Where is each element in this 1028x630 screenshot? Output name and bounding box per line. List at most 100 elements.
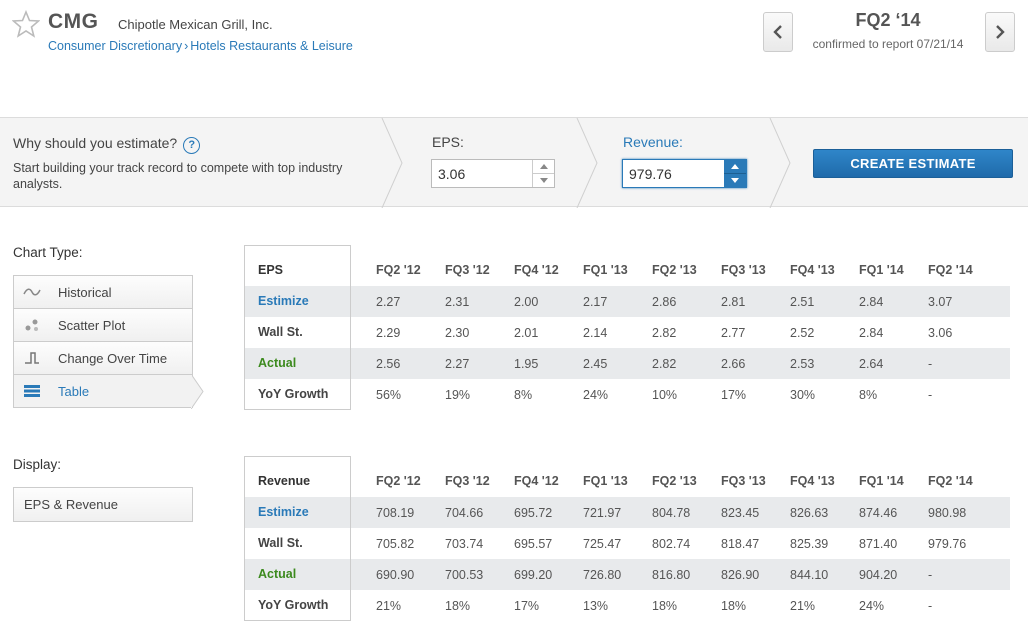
quarter-header: FQ2 '13 [652, 473, 697, 488]
table-cell: 721.97 [583, 505, 622, 520]
table-cell: 2.53 [790, 356, 815, 371]
table-row-wall-st: Wall St. 2.29 2.30 2.01 2.14 2.82 2.77 2… [244, 317, 1010, 348]
table-cell: 2.29 [376, 325, 401, 340]
quarter-header: FQ1 '13 [583, 262, 628, 277]
table-cell: 19% [445, 387, 471, 402]
help-icon[interactable]: ? [183, 137, 201, 154]
chevron-right-icon [996, 25, 1005, 39]
quarter-header: FQ2 '14 [928, 473, 973, 488]
table-cell: 826.63 [790, 505, 829, 520]
company-name: Chipotle Mexican Grill, Inc. [118, 17, 273, 32]
chart-type-scatter-plot[interactable]: Scatter Plot [13, 308, 193, 342]
table-cell: - [928, 598, 933, 613]
section-divider [576, 118, 598, 208]
chart-type-label: Change Over Time [58, 350, 168, 366]
row-label: Actual [244, 348, 351, 379]
table-cell: 2.82 [652, 356, 677, 371]
quarter-header: FQ1 '14 [859, 473, 904, 488]
create-estimate-button[interactable]: CREATE ESTIMATE [813, 149, 1013, 178]
revenue-stepper-arrows[interactable] [724, 160, 746, 187]
breadcrumb-industry[interactable]: Hotels Restaurants & Leisure [190, 39, 353, 53]
table-cell: 2.00 [514, 294, 539, 309]
decrement-icon[interactable] [724, 173, 746, 186]
scatter-icon [14, 318, 50, 332]
table-cell: 56% [376, 387, 402, 402]
table-cell: 21% [376, 598, 402, 613]
table-row-wall-st: Wall St. 705.82 703.74 695.57 725.47 802… [244, 528, 1010, 559]
display-title: Display: [13, 457, 62, 472]
active-pointer [191, 374, 204, 409]
table-cell: 3.06 [928, 325, 953, 340]
star-icon[interactable] [12, 10, 40, 38]
quarter-header: FQ2 '13 [652, 262, 697, 277]
next-quarter-button[interactable] [985, 12, 1015, 52]
table-cell: 3.07 [928, 294, 953, 309]
why-estimate-description: Start building your track record to comp… [13, 161, 343, 191]
eps-stepper-arrows[interactable] [532, 160, 554, 187]
breadcrumb-sector[interactable]: Consumer Discretionary [48, 39, 183, 53]
table-cell: 2.52 [790, 325, 815, 340]
table-cell: 2.56 [376, 356, 401, 371]
increment-icon[interactable] [533, 160, 554, 173]
revenue-stepper[interactable] [622, 159, 747, 188]
quarter-title: FQ2 ‘14 [855, 10, 921, 30]
table-title: EPS [244, 245, 351, 286]
table-cell: 826.90 [721, 567, 760, 582]
eps-stepper[interactable] [431, 159, 555, 188]
table-cell: 690.90 [376, 567, 415, 582]
table-cell: 823.45 [721, 505, 760, 520]
table-cell: 695.72 [514, 505, 553, 520]
report-date: confirmed to report 07/21/14 [812, 37, 964, 51]
row-label: YoY Growth [244, 590, 351, 621]
table-cell: 2.45 [583, 356, 608, 371]
table-cell: 2.77 [721, 325, 746, 340]
table-cell: 818.47 [721, 536, 760, 551]
row-label: Actual [244, 559, 351, 590]
table-cell: 24% [583, 387, 609, 402]
table-header-row: Revenue FQ2 '12 FQ3 '12 FQ4 '12 FQ1 '13 … [244, 456, 1010, 497]
increment-icon[interactable] [724, 160, 746, 173]
previous-quarter-button[interactable] [763, 12, 793, 52]
table-cell: 17% [514, 598, 540, 613]
table-cell: 816.80 [652, 567, 691, 582]
table-cell: 871.40 [859, 536, 898, 551]
table-cell: 2.66 [721, 356, 746, 371]
quarter-header: FQ3 '12 [445, 262, 490, 277]
table-cell: 18% [445, 598, 471, 613]
quarter-header: FQ4 '13 [790, 473, 835, 488]
row-label[interactable]: Estimize [244, 497, 351, 528]
row-label[interactable]: Estimize [244, 286, 351, 317]
table-cell: 844.10 [790, 567, 829, 582]
table-cell: 874.46 [859, 505, 898, 520]
revenue-table: Revenue FQ2 '12 FQ3 '12 FQ4 '12 FQ1 '13 … [244, 456, 1010, 621]
table-row-estimize: Estimize 2.27 2.31 2.00 2.17 2.86 2.81 2… [244, 286, 1010, 317]
table-cell: 726.80 [583, 567, 622, 582]
section-divider [769, 118, 791, 208]
quarter-header: FQ4 '12 [514, 262, 559, 277]
table-cell: 8% [859, 387, 878, 402]
quarter-header: FQ2 '14 [928, 262, 973, 277]
table-cell: 2.81 [721, 294, 746, 309]
wave-icon [14, 287, 50, 297]
revenue-input[interactable] [623, 160, 721, 187]
decrement-icon[interactable] [533, 173, 554, 186]
eps-table: EPS FQ2 '12 FQ3 '12 FQ4 '12 FQ1 '13 FQ2 … [244, 245, 1010, 410]
eps-label: EPS: [432, 134, 464, 150]
eps-input[interactable] [432, 160, 530, 187]
chart-type-table[interactable]: Table [13, 374, 204, 409]
display-select[interactable]: EPS & Revenue [13, 487, 193, 522]
chevron-left-icon [773, 25, 782, 39]
table-cell: 703.74 [445, 536, 484, 551]
table-cell: 2.17 [583, 294, 608, 309]
table-title: Revenue [244, 456, 351, 497]
table-cell: 2.31 [445, 294, 470, 309]
chart-type-historical[interactable]: Historical [13, 275, 193, 309]
quarter-header: FQ2 '12 [376, 473, 421, 488]
quarter-header: FQ2 '12 [376, 262, 421, 277]
quarter-header: FQ3 '13 [721, 262, 766, 277]
table-cell: 725.47 [583, 536, 622, 551]
why-estimate-text: Why should you estimate? [13, 135, 178, 151]
quarter-header: FQ3 '13 [721, 473, 766, 488]
breadcrumb-separator: › [184, 39, 189, 53]
chart-type-change-over-time[interactable]: Change Over Time [13, 341, 193, 375]
